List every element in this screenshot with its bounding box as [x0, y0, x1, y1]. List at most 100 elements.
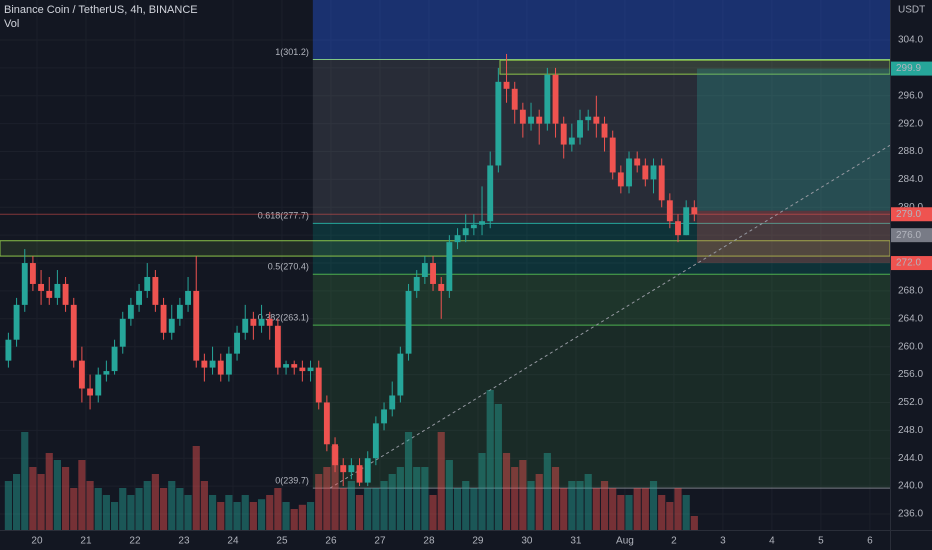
volume-bar: [641, 488, 649, 530]
candle-body: [438, 283, 445, 291]
candle-body: [495, 81, 502, 166]
candle-body: [536, 116, 543, 124]
candle-body: [78, 360, 85, 389]
candle-body: [691, 207, 698, 215]
volume-bar: [347, 481, 355, 530]
candle-body: [544, 74, 551, 124]
candle-body: [176, 304, 183, 319]
volume-bar: [217, 502, 225, 530]
candle-body: [593, 116, 600, 124]
candle-body: [111, 346, 118, 372]
volume-bar: [666, 502, 674, 530]
candle-body: [283, 364, 289, 368]
volume-bar: [192, 446, 200, 530]
fib-label: 0.5(270.4): [268, 262, 309, 272]
volume-bar: [494, 404, 502, 530]
volume-bar: [233, 502, 241, 530]
volume-bar: [543, 453, 551, 530]
volume-bar: [282, 502, 290, 530]
volume-bar: [364, 488, 372, 530]
y-tick-label: 268.0: [898, 286, 923, 297]
volume-bar: [551, 467, 560, 530]
volume-bar: [617, 495, 625, 530]
volume-bar: [478, 453, 486, 530]
volume-bar: [4, 481, 12, 530]
volume-bar: [535, 474, 543, 530]
candle-body: [356, 465, 363, 483]
volume-bar: [592, 488, 600, 530]
candle-body: [479, 221, 485, 225]
fib-label: 0.382(263.1): [258, 312, 309, 322]
volume-bar: [658, 495, 666, 530]
y-tick-label: 236.0: [898, 509, 923, 520]
fib-label: 1(301.2): [275, 47, 309, 57]
candle-body: [372, 423, 379, 459]
position-stop: [696, 210, 890, 264]
volume-bar: [462, 481, 470, 530]
price-label-box: [891, 256, 932, 271]
volume-bar: [388, 474, 396, 530]
volume-bar: [396, 467, 404, 530]
x-tick-label: 6: [867, 536, 873, 547]
candle-body: [626, 158, 632, 187]
volume-bar: [29, 467, 37, 530]
candle-body: [201, 360, 208, 368]
candle-body: [389, 395, 396, 410]
volume-bar: [453, 488, 462, 530]
volume-bar: [21, 432, 29, 530]
candle-body: [87, 388, 94, 396]
volume-bar: [159, 488, 168, 530]
volume-bar: [135, 488, 143, 530]
candle-body: [470, 224, 477, 229]
volume-bar: [323, 467, 331, 530]
volume-bar: [298, 504, 306, 530]
candle-body: [258, 318, 265, 326]
volume-bar: [568, 481, 576, 530]
volume-bar: [208, 495, 217, 530]
price-label: 276.0: [896, 230, 921, 241]
price-label-box: [891, 207, 932, 222]
candle-body: [585, 116, 592, 121]
volume-bar: [53, 460, 61, 530]
volume-bar: [609, 488, 617, 530]
y-tick-label: 288.0: [898, 146, 923, 157]
x-tick-label: 31: [570, 536, 582, 547]
candle-body: [21, 263, 28, 305]
y-tick-label: 248.0: [898, 425, 923, 436]
candle-body: [144, 276, 151, 291]
candle-body: [405, 290, 412, 354]
candle-body: [634, 158, 641, 166]
candle-body: [683, 207, 690, 236]
volume-bar: [110, 502, 119, 530]
volume-bar: [143, 481, 151, 530]
candle-body: [454, 235, 461, 243]
candle-body: [666, 200, 673, 222]
volume-bar: [315, 474, 323, 530]
candle-body: [519, 109, 526, 124]
candle-body: [617, 172, 624, 187]
plot-layer: 1(301.2) 0.618(277.7) 0.5(270.4) 0.382(263.…: [0, 0, 891, 530]
y-tick-label: 264.0: [898, 313, 923, 324]
y-tick-label: 260.0: [898, 341, 923, 352]
volume-bar: [445, 460, 453, 530]
volume-bar: [45, 453, 53, 530]
volume-bar: [119, 488, 127, 530]
candle-body: [46, 290, 53, 298]
candle-body: [225, 353, 232, 375]
fib-zone: [312, 325, 891, 489]
fib-zone: [312, 274, 891, 326]
volume-bar: [486, 390, 494, 530]
volume-bar: [380, 481, 388, 530]
candle-body: [62, 283, 69, 305]
volume-bar: [404, 432, 413, 530]
volume-bar: [502, 453, 511, 530]
fib-zone: [312, 223, 891, 275]
volume-bar: [437, 432, 445, 530]
candle-body: [381, 409, 387, 424]
candle-body: [5, 339, 12, 361]
candle-body: [160, 304, 167, 333]
candle-body: [601, 123, 608, 138]
volume-bar: [331, 446, 339, 530]
candle-body: [119, 318, 126, 347]
